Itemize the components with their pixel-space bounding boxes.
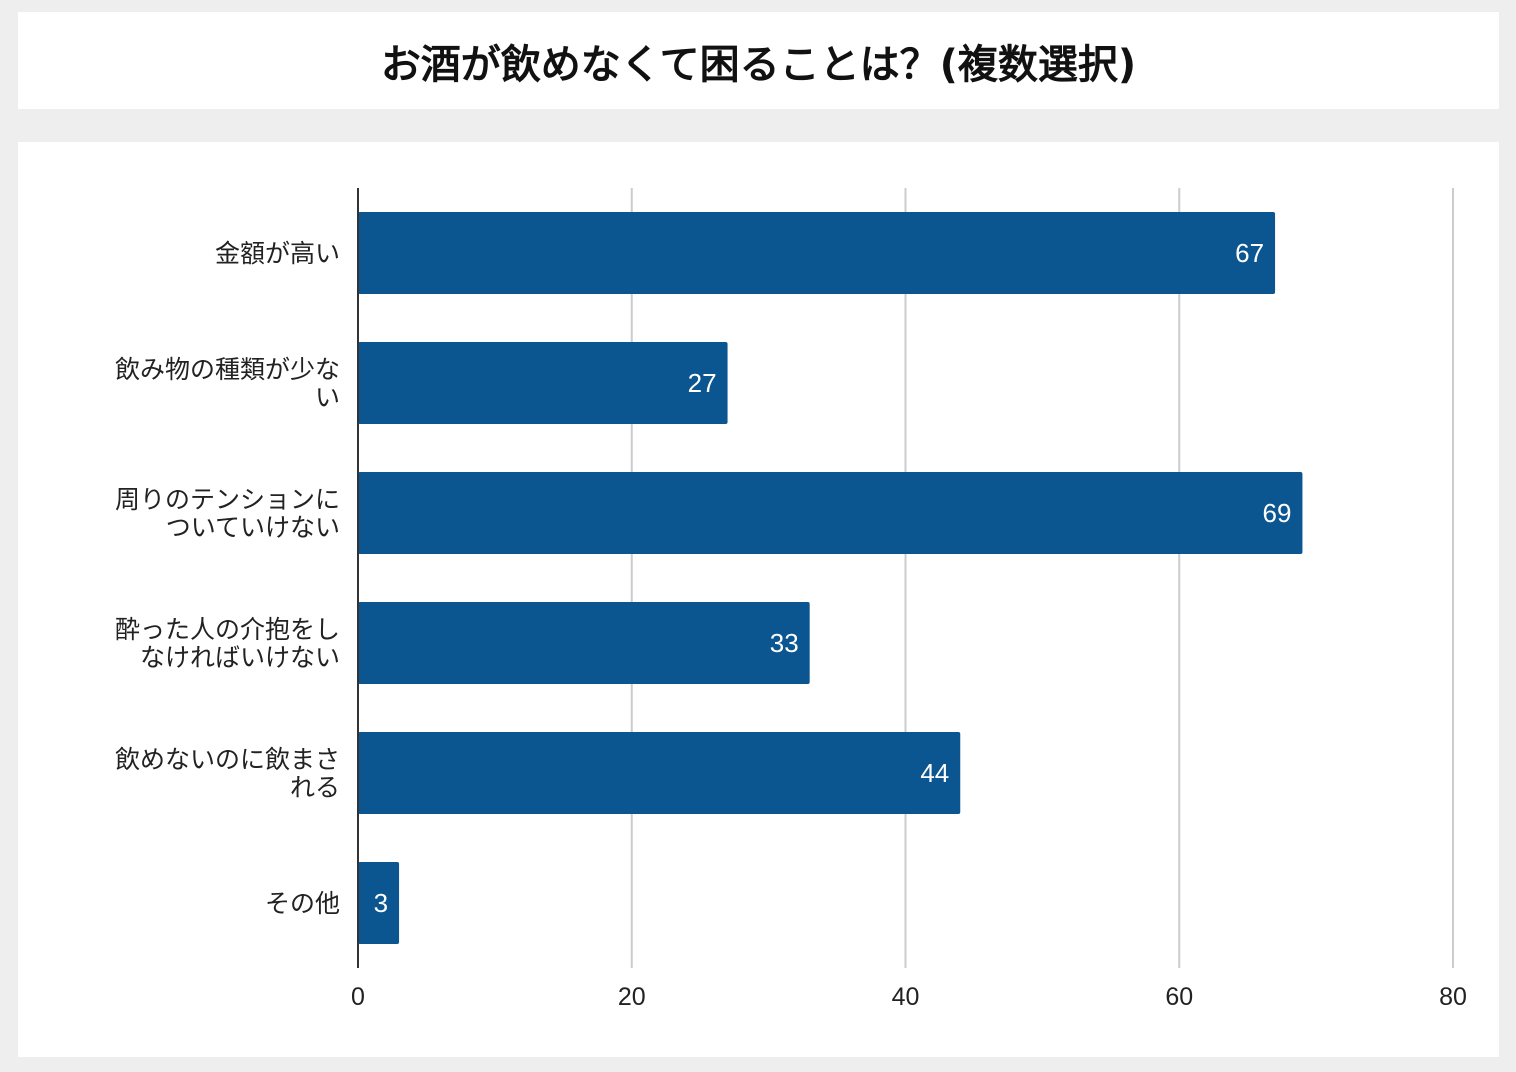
bar-4: [358, 732, 961, 814]
bar-2: [358, 472, 1303, 554]
bar-1: [358, 342, 728, 424]
bar-value-label-4: 44: [920, 758, 949, 788]
chart-title: お酒が飲めなくて困ることは？(複数選択): [380, 41, 1137, 88]
x-tick-label-4: 80: [1439, 983, 1467, 1011]
chart-panel: 67 金額が高い 27 飲み物の種類が少ない 69 周りのテンションに ついていけない 33 酔…: [18, 142, 1499, 1057]
bar-0: [358, 212, 1276, 294]
x-tick-label-0: 0: [351, 983, 365, 1011]
bar-value-label-0: 67: [1235, 238, 1264, 268]
category-label-4-0: 飲めないのに飲まさ: [115, 745, 340, 774]
x-tick-label-3: 60: [1165, 983, 1193, 1011]
bar-value-label-3: 33: [770, 628, 799, 658]
x-tick-label-2: 40: [892, 983, 920, 1011]
bar-5: [358, 862, 400, 944]
category-label-1-0: 飲み物の種類が少な: [115, 355, 340, 384]
x-tick-label-1: 20: [618, 983, 646, 1011]
category-label-5-0: その他: [265, 889, 340, 918]
bar-value-label-1: 27: [688, 368, 717, 398]
category-label-3-0: 酔った人の介抱をし: [115, 615, 340, 644]
category-label-2-0: 周りのテンションに: [115, 485, 340, 514]
category-label-0-0: 金額が高い: [215, 239, 340, 268]
bar-value-label-2: 69: [1263, 498, 1292, 528]
category-label-1-1: い: [315, 383, 340, 412]
title-panel: お酒が飲めなくて困ることは？(複数選択): [18, 12, 1499, 109]
category-label-2-1: ついていけない: [166, 513, 340, 542]
bar-value-label-5: 3: [374, 888, 388, 918]
bar-3: [358, 602, 810, 684]
category-label-4-1: れる: [290, 773, 340, 802]
category-label-3-1: なければいけない: [140, 643, 340, 672]
